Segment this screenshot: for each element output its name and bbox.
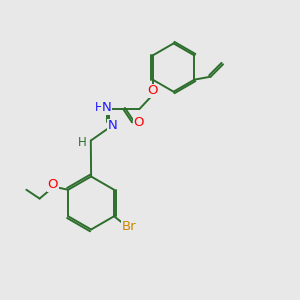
Text: H: H <box>78 136 87 148</box>
Text: Br: Br <box>122 220 136 233</box>
Text: N: N <box>101 101 111 114</box>
Text: O: O <box>133 116 144 129</box>
Text: O: O <box>48 178 58 191</box>
Text: O: O <box>147 84 158 97</box>
Text: H: H <box>95 101 104 114</box>
Text: N: N <box>107 119 117 132</box>
